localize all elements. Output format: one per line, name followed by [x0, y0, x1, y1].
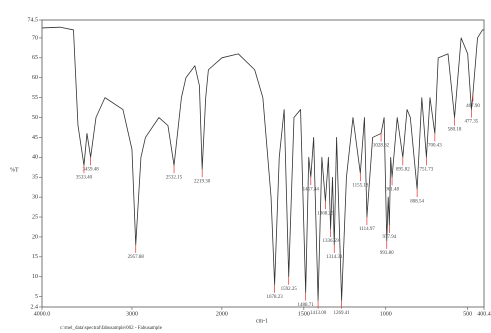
y-tick-label: 35	[32, 175, 38, 181]
y-tick-label: 2.4	[31, 304, 39, 310]
y-tick-label: 55	[32, 95, 38, 101]
peak-label: 751.73	[420, 167, 434, 172]
peak-label: 2957.88	[128, 255, 145, 260]
y-tick-label: 40	[32, 155, 38, 161]
peak-label: 977.94	[382, 235, 396, 240]
peak-label: 1457.44	[303, 187, 320, 192]
peak-label: 1592.25	[281, 287, 298, 292]
peak-label: 1314.31	[326, 255, 343, 260]
y-tick-label: 74.5	[28, 17, 39, 23]
peak-label: 2219.30	[194, 179, 211, 184]
peak-label: 1488.71	[298, 303, 315, 308]
peak-label: 993.80	[380, 251, 394, 256]
footer: c:\mel_data\spectral\fabusample\002 - Fa…	[60, 326, 163, 331]
peak-label: 3459.48	[82, 167, 99, 172]
x-tick-label: 3000	[126, 311, 138, 317]
peak-label: 961.48	[385, 187, 399, 192]
peak-label: 1155.18	[352, 183, 369, 188]
peak-label: 467.90	[466, 104, 480, 109]
peak-label: 1336.59	[322, 239, 339, 244]
peak-label: 1368.25	[317, 211, 334, 216]
peak-label: 808.54	[410, 199, 424, 204]
y-tick-label: 30	[32, 195, 38, 201]
y-tick-label: 70	[32, 35, 38, 41]
x-tick-label: 400.4	[477, 311, 491, 317]
y-tick-label: 60	[32, 75, 38, 81]
x-axis-label: cm-1	[256, 318, 268, 324]
x-tick-label: 1000	[380, 311, 392, 317]
peak-label: 1028.62	[373, 144, 390, 149]
y-tick-label: 10	[32, 274, 38, 280]
peak-label: 2532.15	[166, 175, 183, 180]
x-tick-label: 500	[463, 311, 472, 317]
x-tick-label: 4000.0	[34, 311, 51, 317]
peak-label: 1413.00	[310, 311, 327, 316]
y-tick-label: 15	[32, 254, 38, 260]
y-tick-label: 65	[32, 55, 38, 61]
peak-label: 477.35	[465, 120, 479, 125]
peak-label: 1678.23	[266, 295, 283, 300]
y-axis-label: %T	[10, 167, 19, 173]
y-tick-label: 45	[32, 135, 38, 141]
plot-frame	[41, 19, 485, 308]
peak-label: 895.82	[396, 167, 410, 172]
peak-label: 700.43	[428, 144, 442, 149]
peak-label: 1269.41	[333, 311, 350, 316]
y-tick-label: 25	[32, 214, 38, 220]
x-tick-label: 1500	[298, 311, 310, 317]
x-tick-label: 2000	[216, 311, 228, 317]
y-tick-label: 20	[32, 234, 38, 240]
peak-label: 1114.97	[359, 227, 375, 232]
y-tick-label: 50	[32, 115, 38, 121]
y-tick-label: 5	[35, 294, 38, 300]
spectrum-line	[41, 26, 484, 302]
peak-label: 3533.40	[76, 175, 93, 180]
peak-label: 580.18	[448, 128, 462, 133]
